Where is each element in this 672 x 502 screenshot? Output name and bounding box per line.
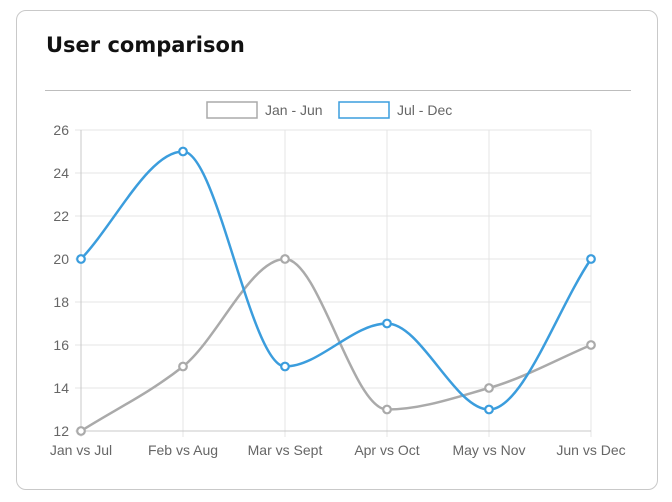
y-tick-label: 22 (53, 208, 69, 224)
series-2-point[interactable] (586, 254, 596, 264)
series-2-point[interactable] (76, 254, 86, 264)
y-tick-label: 16 (53, 337, 69, 353)
card-title: User comparison (46, 33, 245, 57)
legend-swatch[interactable] (206, 101, 258, 119)
legend-swatch[interactable] (338, 101, 390, 119)
legend-label[interactable]: Jan - Jun (265, 102, 323, 118)
x-tick-label: Apr vs Oct (354, 442, 419, 458)
chart-card: User comparison (16, 10, 658, 490)
series-1-point[interactable] (586, 340, 596, 350)
y-tick-label: 26 (53, 122, 69, 138)
series-2-point[interactable] (178, 146, 188, 157)
y-tick-label: 24 (53, 165, 69, 181)
x-tick-label: Jan vs Jul (50, 442, 112, 458)
series-2-point[interactable] (382, 318, 392, 329)
x-tick-label: Jun vs Dec (556, 442, 625, 458)
y-tick-label: 14 (53, 380, 69, 396)
series-2-point[interactable] (484, 404, 494, 415)
series-1-point[interactable] (382, 404, 392, 415)
series-line-2 (80, 150, 593, 411)
series-1-point[interactable] (76, 426, 86, 436)
x-tick-label: May vs Nov (452, 442, 525, 458)
series-2-point[interactable] (280, 361, 290, 372)
legend-label[interactable]: Jul - Dec (397, 102, 452, 118)
y-tick-label: 12 (53, 423, 69, 439)
series-1-point[interactable] (280, 254, 290, 264)
series-1-point[interactable] (178, 361, 188, 372)
x-tick-label: Mar vs Sept (248, 442, 323, 458)
series-1-point[interactable] (484, 383, 494, 393)
y-tick-label: 18 (53, 294, 69, 310)
y-tick-label: 20 (53, 251, 69, 267)
title-divider (45, 90, 631, 91)
x-tick-label: Feb vs Aug (148, 442, 218, 458)
